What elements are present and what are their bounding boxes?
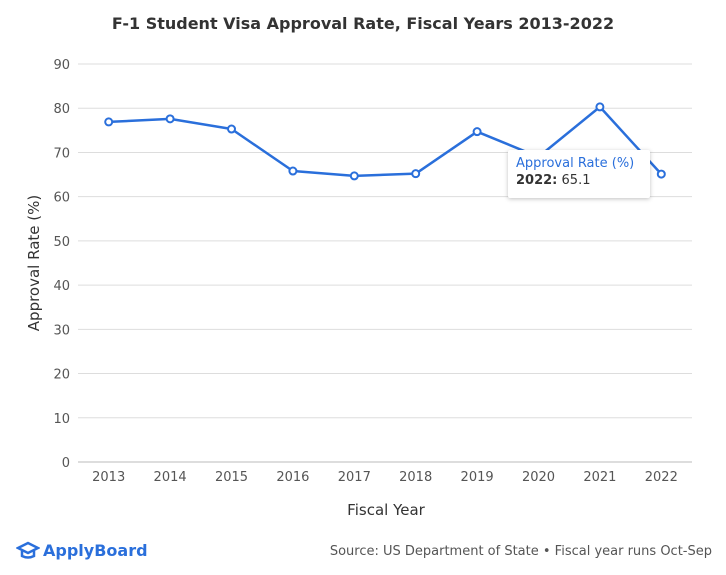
source-note: Source: US Department of State • Fiscal … — [329, 544, 712, 559]
chart-title: F-1 Student Visa Approval Rate, Fiscal Y… — [111, 14, 615, 33]
y-tick-label: 70 — [53, 146, 70, 161]
data-point — [288, 166, 298, 176]
y-tick-label: 90 — [53, 58, 70, 73]
data-point — [411, 169, 421, 179]
data-point — [472, 127, 482, 137]
data-point — [656, 169, 666, 179]
x-tick-label: 2015 — [215, 470, 248, 485]
applyboard-logo: ApplyBoard — [16, 540, 148, 560]
y-tick-label: 40 — [53, 279, 70, 294]
tooltip-label: 2022: — [516, 173, 558, 188]
graduation-cap-icon — [16, 541, 40, 559]
x-tick-label: 2017 — [338, 470, 371, 485]
data-point — [595, 102, 605, 112]
data-point — [165, 114, 175, 124]
tooltip: Approval Rate (%) 2022: 65.1 — [508, 150, 650, 198]
data-point — [349, 171, 359, 181]
y-tick-label: 80 — [53, 102, 70, 117]
x-tick-label: 2019 — [461, 470, 494, 485]
tooltip-value: 65.1 — [561, 173, 591, 188]
x-tick-label: 2016 — [276, 470, 309, 485]
series-line — [108, 105, 663, 178]
y-tick-label: 50 — [53, 235, 70, 250]
y-tick-label: 20 — [53, 368, 70, 383]
data-point — [104, 117, 114, 127]
x-tick-label: 2022 — [645, 470, 678, 485]
y-tick-label: 60 — [53, 191, 70, 206]
y-tick-label: 0 — [62, 456, 70, 471]
y-axis-label: Approval Rate (%) — [25, 195, 43, 331]
x-tick-label: 2018 — [399, 470, 432, 485]
x-tick-label: 2014 — [154, 470, 187, 485]
tooltip-title: Approval Rate (%) — [516, 156, 635, 171]
logo-text: ApplyBoard — [43, 540, 148, 560]
data-point — [227, 124, 236, 134]
x-tick-label: 2013 — [92, 470, 125, 485]
x-tick-label: 2021 — [583, 470, 616, 485]
x-axis-label: Fiscal Year — [347, 501, 425, 519]
y-tick-label: 30 — [53, 323, 70, 338]
y-tick-label: 10 — [53, 412, 70, 427]
x-tick-label: 2020 — [522, 470, 555, 485]
